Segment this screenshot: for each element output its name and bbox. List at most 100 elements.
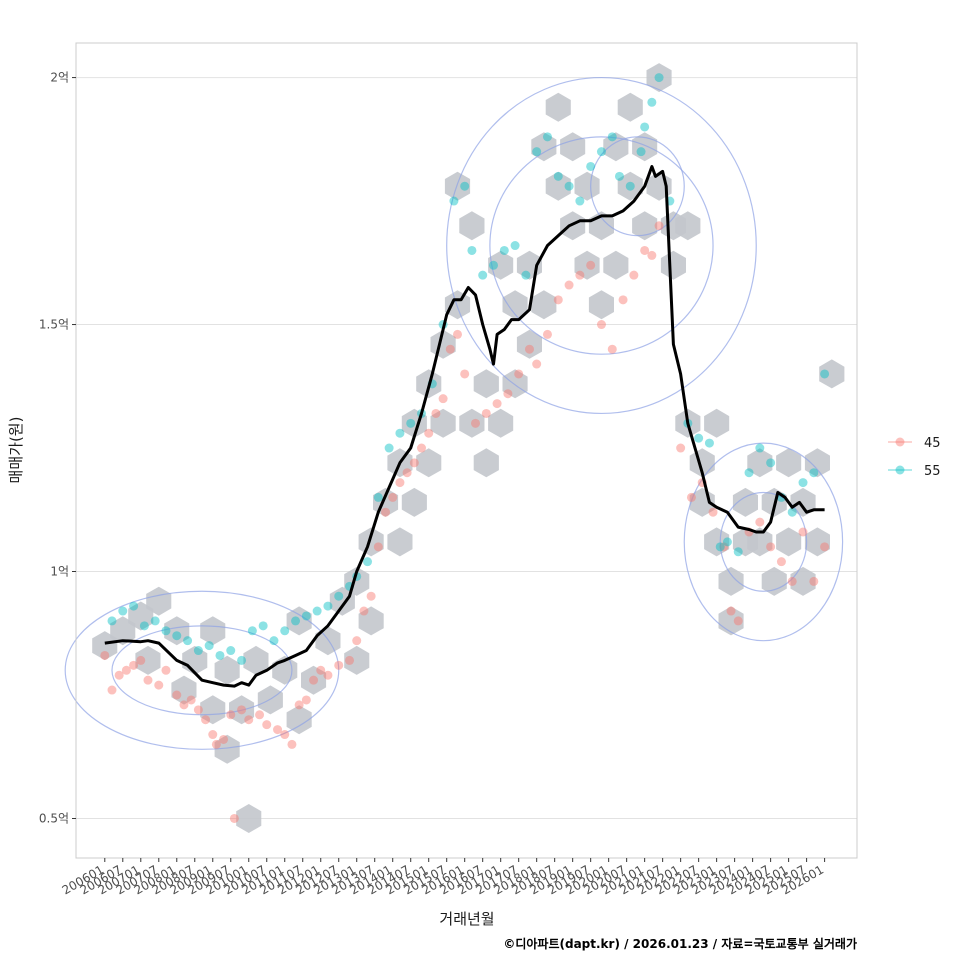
density-contour-layer	[64, 76, 844, 750]
hex-bin	[135, 645, 161, 675]
scatter-point-45	[309, 675, 319, 685]
caption-source: ©디아파트(dapt.kr) / 2026.01.23 / 자료=국토교통부 실…	[503, 936, 857, 951]
scatter-point-45	[708, 507, 718, 517]
scatter-point-55	[654, 73, 664, 83]
hex-bin	[718, 566, 744, 596]
scatter-point-55	[521, 270, 531, 280]
scatter-point-55	[715, 542, 725, 552]
scatter-point-55	[373, 492, 383, 502]
hex-bin	[488, 408, 514, 438]
scatter-point-55	[291, 616, 301, 626]
scatter-point-55	[363, 557, 373, 567]
scatter-point-55	[766, 458, 776, 468]
scatter-point-55	[406, 418, 416, 428]
scatter-point-55	[384, 443, 394, 453]
scatter-point-45	[755, 517, 765, 527]
scatter-point-55	[744, 468, 754, 478]
scatter-point-45	[470, 418, 480, 428]
y-tick-label: 2억	[50, 71, 69, 85]
scatter-point-45	[161, 665, 171, 675]
scatter-point-45	[107, 685, 117, 695]
scatter-point-45	[776, 557, 786, 567]
hex-bin	[804, 527, 830, 557]
hex-bin	[574, 171, 600, 201]
hex-bin	[358, 606, 384, 636]
density-contour	[590, 136, 685, 237]
y-axis-title: 매매가(원)	[7, 417, 25, 484]
scatter-point-45	[798, 527, 808, 537]
scatter-point-45	[226, 710, 236, 720]
scatter-point-45	[647, 250, 657, 260]
legend: 45 55	[888, 436, 941, 479]
scatter-point-55	[542, 132, 552, 142]
hex-bin	[401, 487, 427, 517]
scatter-point-55	[575, 196, 585, 206]
scatter-point-55	[478, 270, 488, 280]
scatter-point-55	[395, 428, 405, 438]
scatter-point-55	[532, 147, 542, 157]
scatter-point-45	[596, 320, 606, 330]
hex-bin	[776, 448, 802, 478]
scatter-point-45	[417, 443, 427, 453]
hex-bin	[171, 675, 197, 705]
hex-bin	[488, 250, 514, 280]
y-tick-label: 1억	[50, 565, 69, 579]
scatter-point-55	[172, 631, 182, 641]
scatter-point-45	[629, 270, 639, 280]
hex-bin	[588, 290, 614, 320]
scatter-point-55	[139, 621, 149, 631]
hex-bin	[545, 171, 571, 201]
hex-bin	[776, 527, 802, 557]
scatter-point-55	[596, 147, 606, 157]
scatter-point-45	[121, 665, 131, 675]
density-contour	[683, 442, 844, 642]
scatter-point-55	[449, 196, 459, 206]
hex-bin	[732, 487, 758, 517]
scatter-point-45	[208, 730, 218, 740]
scatter-point-55	[625, 181, 635, 191]
scatter-point-55	[258, 621, 268, 631]
scatter-point-45	[654, 221, 664, 231]
scatter-point-45	[381, 507, 391, 517]
hex-bin	[704, 527, 730, 557]
hex-bin	[574, 250, 600, 280]
hex-bin	[430, 408, 456, 438]
density-contour	[446, 76, 757, 415]
scatter-point-55	[107, 616, 117, 626]
hex-bin	[660, 250, 686, 280]
hex-bin	[545, 92, 571, 122]
scatter-point-45	[237, 705, 247, 715]
scatter-point-55	[510, 241, 520, 251]
scatter-point-55	[183, 636, 193, 646]
scatter-point-55	[323, 601, 333, 611]
scatter-point-45	[301, 695, 311, 705]
hex-bin-layer	[92, 63, 845, 833]
scatter-point-55	[733, 547, 743, 557]
hex-bin	[617, 92, 643, 122]
scatter-point-55	[694, 433, 704, 443]
scatter-point-45	[733, 616, 743, 626]
hex-bin	[804, 448, 830, 478]
trend-line-layer	[104, 165, 825, 688]
hex-bin	[502, 369, 528, 399]
scatter-point-45	[809, 576, 819, 586]
hex-bin	[502, 290, 528, 320]
scatter-point-55	[809, 468, 819, 478]
hex-bin	[473, 448, 499, 478]
scatter-point-45	[211, 739, 221, 749]
scatter-point-55	[269, 636, 279, 646]
scatter-point-45	[402, 468, 412, 478]
scatter-point-55	[722, 537, 732, 547]
scatter-point-45	[686, 492, 696, 502]
scatter-point-45	[229, 813, 239, 823]
scatter-point-45	[219, 734, 229, 744]
legend-label: 55	[924, 464, 941, 479]
scatter-point-55	[755, 443, 765, 453]
hex-bin	[603, 250, 629, 280]
scatter-point-55	[334, 591, 344, 601]
scatter-point-45	[532, 359, 542, 369]
scatter-point-45	[193, 705, 203, 715]
scatter-point-45	[273, 725, 283, 735]
scatter-point-55	[280, 626, 290, 636]
scatter-point-45	[345, 655, 355, 665]
